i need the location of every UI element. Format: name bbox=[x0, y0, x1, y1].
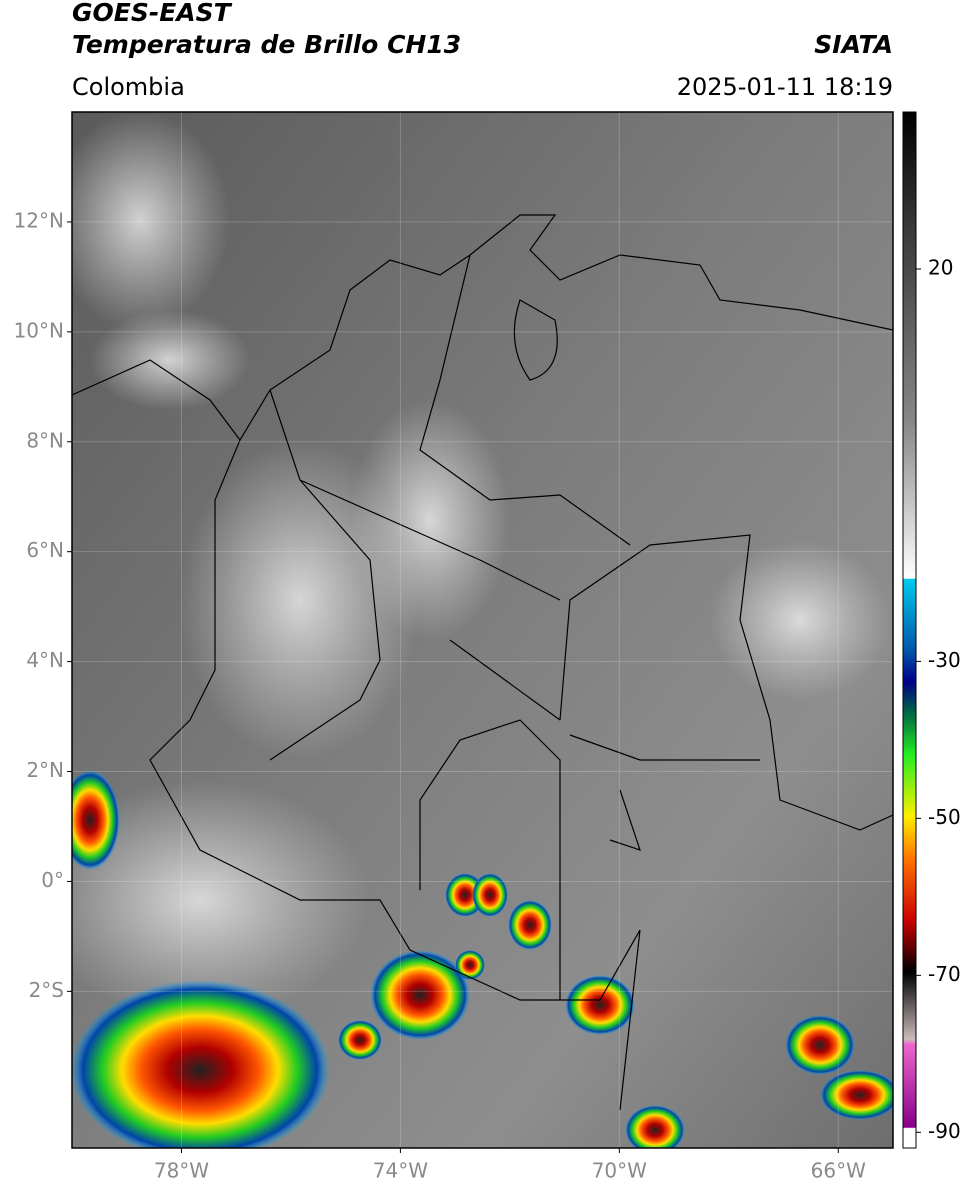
lat-tick-label: 12°N bbox=[14, 208, 64, 232]
title: GOES-EAST bbox=[72, 0, 233, 27]
colorbar-tick-label: -30 bbox=[928, 648, 961, 672]
lon-tick-label: 70°W bbox=[592, 1159, 647, 1183]
colorbar-tick-label: -90 bbox=[928, 1119, 961, 1143]
source: SIATA bbox=[814, 30, 893, 59]
lon-tick-label: 74°W bbox=[373, 1159, 428, 1183]
lat-tick-label: 4°N bbox=[26, 648, 64, 672]
lat-tick-label: 2°S bbox=[29, 978, 64, 1002]
colorbar-tick-label: 20 bbox=[928, 255, 953, 279]
lat-tick-label: 0° bbox=[41, 868, 64, 892]
map-frame bbox=[71, 111, 894, 1149]
satellite-image bbox=[72, 112, 893, 1148]
colorbar-tick-label: -70 bbox=[928, 962, 961, 986]
region: Colombia bbox=[72, 73, 185, 101]
subtitle: Temperatura de Brillo CH13 bbox=[72, 30, 461, 59]
lat-tick-label: 8°N bbox=[26, 428, 64, 452]
colorbar bbox=[902, 111, 917, 1149]
lon-tick-label: 78°W bbox=[154, 1159, 209, 1183]
lat-tick-label: 2°N bbox=[26, 758, 64, 782]
lat-tick-label: 10°N bbox=[14, 318, 64, 342]
lat-tick-label: 6°N bbox=[26, 538, 64, 562]
colorbar-tick-label: -50 bbox=[928, 805, 961, 829]
lon-tick-label: 66°W bbox=[811, 1159, 866, 1183]
datetime: 2025-01-11 18:19 bbox=[677, 73, 893, 101]
